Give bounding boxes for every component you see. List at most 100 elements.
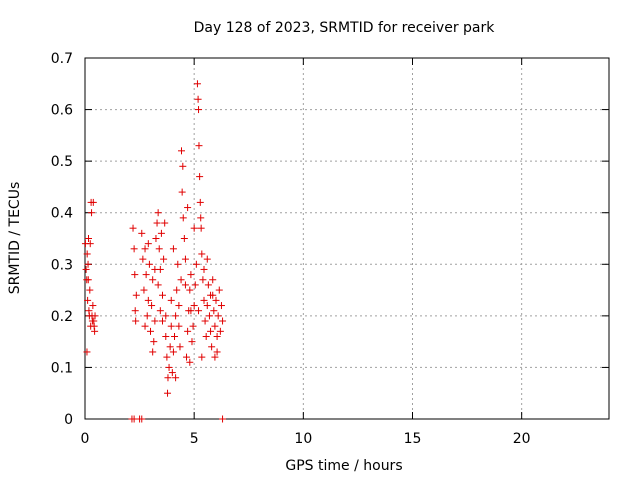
data-point (84, 276, 92, 284)
data-point (174, 260, 182, 268)
data-point (186, 358, 194, 366)
data-point (91, 327, 99, 335)
data-point (89, 198, 97, 206)
data-point (209, 276, 217, 284)
data-point (159, 317, 167, 325)
data-point (205, 312, 213, 320)
data-point (212, 296, 220, 304)
data-point (161, 219, 169, 227)
data-point (147, 327, 154, 335)
data-point (171, 332, 179, 340)
data-point (198, 353, 206, 361)
data-point (179, 214, 187, 222)
data-point (131, 271, 139, 279)
data-point (219, 317, 227, 325)
data-point (144, 240, 152, 248)
data-point (132, 317, 140, 325)
data-point (213, 348, 221, 356)
data-point (138, 415, 146, 423)
data-point (177, 276, 185, 284)
data-point (197, 224, 205, 232)
data-point (165, 363, 173, 371)
data-point (143, 312, 151, 320)
data-point (83, 250, 91, 258)
data-point (200, 265, 208, 273)
data-point (141, 322, 149, 330)
data-point (175, 302, 183, 310)
data-point (196, 198, 204, 206)
data-point (91, 312, 99, 320)
data-point (157, 229, 165, 237)
x-tick-label: 20 (513, 431, 531, 447)
y-tick-label: 0.2 (51, 309, 73, 325)
data-point (201, 317, 209, 325)
data-point (173, 286, 181, 294)
data-point (202, 332, 210, 340)
y-tick-label: 0.7 (51, 51, 73, 67)
data-point (203, 302, 211, 310)
y-tick-label: 0.1 (51, 360, 73, 376)
data-point (198, 250, 206, 258)
data-point (142, 271, 150, 279)
data-point (86, 286, 94, 294)
data-point (129, 224, 137, 232)
data-point (211, 353, 219, 361)
data-point (149, 348, 157, 356)
data-point (159, 291, 167, 299)
data-point (145, 260, 153, 268)
data-point (130, 245, 138, 253)
x-tick-label: 0 (81, 431, 90, 447)
data-point (214, 312, 222, 320)
grid-lines (85, 58, 609, 419)
data-point (138, 229, 146, 237)
data-point (150, 338, 158, 346)
data-point (207, 291, 215, 299)
data-point (169, 348, 177, 356)
data-point (156, 307, 164, 315)
data-point (191, 281, 199, 289)
data-point (175, 322, 183, 330)
data-point (154, 209, 162, 217)
data-point (152, 235, 160, 242)
data-point (190, 302, 198, 310)
data-point (163, 353, 171, 361)
data-point (196, 173, 204, 181)
data-point (184, 327, 192, 335)
data-point (193, 80, 201, 88)
data-point (167, 322, 175, 330)
data-point (166, 343, 174, 351)
x-tick-label: 5 (190, 431, 199, 447)
chart-title: Day 128 of 2023, SRMTID for receiver par… (194, 20, 496, 36)
data-point (154, 281, 162, 289)
data-point (217, 302, 225, 310)
data-point (164, 389, 172, 397)
data-point (144, 296, 152, 304)
data-point (180, 235, 188, 242)
x-axis-label: GPS time / hours (285, 458, 402, 474)
data-point (195, 142, 203, 150)
data-point (132, 291, 140, 299)
data-point (176, 343, 184, 351)
data-point (211, 322, 219, 330)
data-point (141, 245, 149, 253)
data-point (178, 147, 186, 155)
data-point (89, 302, 97, 310)
data-point (151, 265, 159, 273)
y-tick-label: 0.6 (51, 103, 73, 119)
data-point (183, 353, 191, 361)
data-point (216, 327, 224, 335)
data-point (82, 265, 90, 273)
data-point (187, 271, 195, 279)
y-axis-label: SRMTID / TECUs (7, 182, 23, 295)
data-point (194, 95, 202, 103)
data-point (190, 224, 198, 232)
data-point (153, 219, 161, 227)
data-point (155, 245, 163, 253)
data-point (139, 255, 147, 263)
data-point (184, 204, 192, 212)
data-point (192, 260, 200, 268)
data-point (164, 374, 172, 382)
data-point (181, 255, 189, 263)
